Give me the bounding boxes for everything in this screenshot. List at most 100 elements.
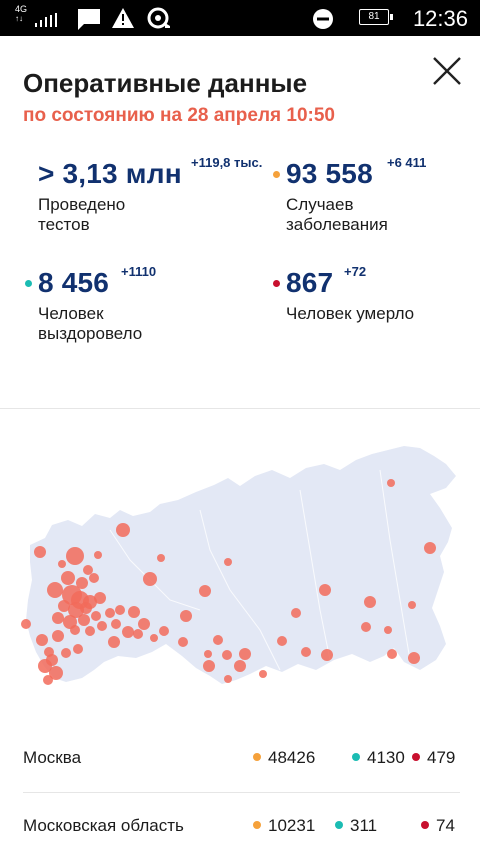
case-marker <box>97 621 107 631</box>
network-indicator: 4G ↑↓ <box>15 4 28 24</box>
disc-icon <box>147 7 170 29</box>
recovered-dot-icon <box>25 280 32 287</box>
case-marker <box>178 637 188 647</box>
case-marker <box>224 558 232 566</box>
case-marker <box>36 634 48 646</box>
case-marker <box>128 606 140 618</box>
region-deaths-value: 479 <box>427 748 456 767</box>
stat-tests-label: Проведено тестов <box>38 195 126 234</box>
clock: 12:36 <box>412 6 468 31</box>
case-marker <box>111 619 121 629</box>
stat-recovered-delta: +1110 <box>121 264 157 279</box>
case-marker <box>180 610 192 622</box>
case-marker <box>91 611 101 621</box>
case-marker <box>291 608 301 618</box>
case-marker <box>105 608 115 618</box>
section-divider <box>0 408 480 409</box>
cases-dot-icon <box>253 821 261 829</box>
stat-tests: > 3,13 млн +119,8 тыс. Проведено тестов <box>38 155 262 235</box>
region-name: Московская область <box>23 816 184 835</box>
region-recovered-value: 4130 <box>367 748 405 767</box>
case-marker <box>58 600 70 612</box>
close-icon[interactable] <box>430 54 464 88</box>
case-marker <box>259 670 267 678</box>
stat-deaths-value: 867 <box>286 267 334 298</box>
case-marker <box>133 629 143 639</box>
case-marker <box>70 625 80 635</box>
map-case-markers <box>21 479 436 685</box>
region-cases-value: 48426 <box>268 748 316 767</box>
region-row[interactable]: Московская область 10231 311 74 <box>23 812 460 842</box>
message-icon <box>78 9 100 30</box>
case-marker <box>52 630 64 642</box>
case-marker <box>43 675 53 685</box>
case-marker <box>213 635 223 645</box>
case-marker <box>49 666 63 680</box>
case-marker <box>143 572 157 586</box>
case-marker <box>47 582 63 598</box>
stat-deaths-label: Человек умерло <box>286 304 415 323</box>
region-row[interactable]: Москва 48426 4130 479 <box>23 744 460 774</box>
case-marker <box>89 573 99 583</box>
case-marker <box>361 622 371 632</box>
page-title: Оперативные данные <box>23 68 308 98</box>
case-marker <box>76 577 88 589</box>
case-marker <box>321 649 333 661</box>
region-deaths: 479 <box>412 748 455 768</box>
case-marker <box>52 612 64 624</box>
case-marker <box>301 647 311 657</box>
cases-dot-icon <box>253 753 261 761</box>
case-marker <box>68 602 84 618</box>
region-recovered-value: 311 <box>350 816 378 835</box>
case-marker <box>108 636 120 648</box>
stat-recovered: 8 456 +1110 Человек выздоровело <box>25 264 178 344</box>
case-marker <box>85 626 95 636</box>
case-marker <box>150 634 158 642</box>
signal-icon <box>35 13 57 27</box>
case-marker <box>80 602 92 614</box>
deaths-dot-icon <box>412 753 420 761</box>
case-marker <box>61 648 71 658</box>
row-divider <box>23 792 460 793</box>
region-deaths-value: 74 <box>436 816 455 835</box>
region-recovered: 311 <box>335 816 377 836</box>
case-marker <box>387 479 395 487</box>
case-marker <box>66 547 84 565</box>
cases-dot-icon <box>273 171 280 178</box>
case-marker <box>387 649 397 659</box>
case-marker <box>94 551 102 559</box>
stat-tests-delta: +119,8 тыс. <box>191 155 263 170</box>
case-marker <box>34 546 46 558</box>
stat-deaths-delta: +72 <box>344 264 367 279</box>
warning-icon <box>112 8 134 28</box>
deaths-dot-icon <box>421 821 429 829</box>
case-marker <box>319 584 331 596</box>
stat-tests-value: > 3,13 млн <box>38 158 182 189</box>
case-marker <box>224 675 232 683</box>
case-marker <box>122 626 134 638</box>
case-marker <box>61 571 75 585</box>
region-cases-value: 10231 <box>268 816 316 835</box>
stat-cases-delta: +6 411 <box>387 155 427 170</box>
case-marker <box>408 652 420 664</box>
region-cases: 48426 <box>253 748 315 768</box>
case-marker <box>94 592 106 604</box>
case-marker <box>159 626 169 636</box>
russia-map[interactable] <box>0 430 480 700</box>
case-marker <box>222 650 232 660</box>
status-bar: 4G ↑↓ 81 12:36 <box>0 0 480 36</box>
case-marker <box>116 523 130 537</box>
case-marker <box>73 644 83 654</box>
stat-cases: 93 558 +6 411 Случаев заболевания <box>273 155 427 235</box>
stat-recovered-label: Человек выздоровело <box>38 304 143 343</box>
page-subtitle: по состоянию на 28 апреля 10:50 <box>23 105 335 126</box>
region-name: Москва <box>23 748 82 767</box>
stat-cases-value: 93 558 <box>286 158 373 189</box>
stat-deaths: 867 +72 Человек умерло <box>273 264 426 324</box>
case-marker <box>78 614 90 626</box>
region-deaths: 74 <box>421 816 455 836</box>
battery-icon: 81 <box>359 9 393 25</box>
region-recovered: 4130 <box>352 748 405 768</box>
case-marker <box>203 660 215 672</box>
stat-cases-label: Случаев заболевания <box>286 195 388 234</box>
